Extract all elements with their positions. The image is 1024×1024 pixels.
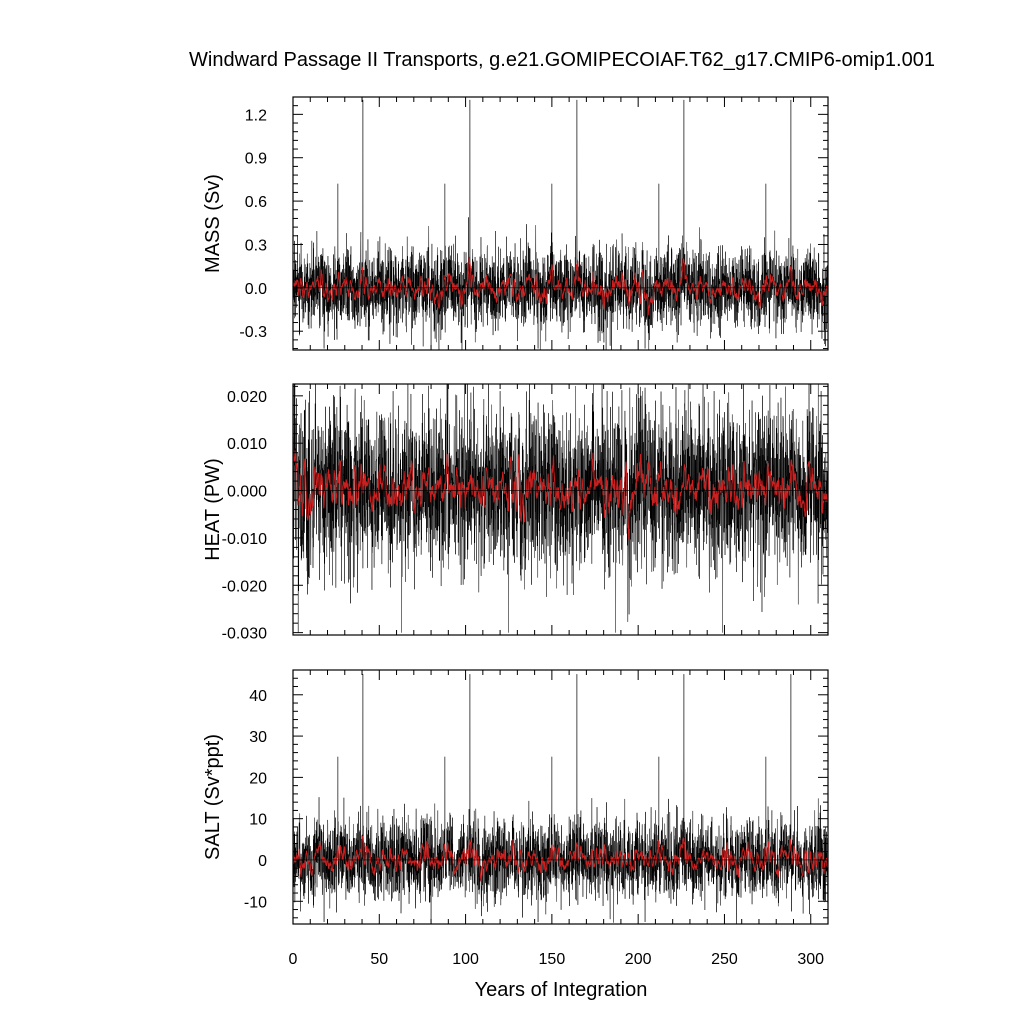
x-tick-label: 50 (370, 951, 388, 968)
y-tick-label-heat: 0.020 (227, 389, 267, 406)
panel-heat: -0.030 -0.020 -0.010 0.000 0.010 0.020 HEAT (P… (202, 383, 829, 643)
y-tick-label-heat: 0.010 (227, 436, 267, 453)
series-line-smoothed-mass (293, 256, 828, 316)
x-tick-label: 100 (452, 951, 479, 968)
y-axis-title-mass: MASS (Sv) (202, 174, 224, 273)
y-tick-label-heat: -0.020 (222, 578, 267, 595)
y-axis-title-heat: HEAT (PW) (202, 458, 224, 561)
y-tick-label-mass: -0.3 (239, 324, 267, 341)
y-tick-label-salt: 40 (249, 688, 267, 705)
y-tick-label-salt: 20 (249, 770, 267, 787)
y-tick-label-heat: 0.000 (227, 484, 267, 501)
y-tick-label-mass: 1.2 (245, 107, 267, 124)
x-tick-label: 0 (289, 951, 298, 968)
y-tick-label-mass: 0.0 (245, 281, 267, 298)
panel-mass: -0.3 0.0 0.3 0.6 0.9 1.2 MASS (Sv) (202, 96, 829, 351)
panels: -0.3 0.0 0.3 0.6 0.9 1.2 MASS (Sv) -0.030 -0.020… (202, 96, 829, 968)
x-axis-title: Years of Integration (475, 979, 648, 1001)
x-tick-label: 250 (711, 951, 738, 968)
series-line-smoothed-salt (293, 835, 828, 883)
x-tick-label: 150 (539, 951, 566, 968)
panel-salt: -10 0 10 20 30 40 SALT (Sv*ppt) 0 50 100 150 200 250… (202, 669, 829, 968)
y-tick-label-heat: -0.030 (222, 626, 267, 643)
chart-title: Windward Passage II Transports, g.e21.GO… (189, 49, 935, 71)
x-tick-label: 200 (625, 951, 652, 968)
y-tick-label-salt: -10 (244, 894, 267, 911)
series-line-smoothed-heat (293, 450, 828, 539)
y-tick-label-heat: -0.010 (222, 531, 267, 548)
y-tick-label-salt: 0 (258, 853, 267, 870)
y-axis-title-salt: SALT (Sv*ppt) (202, 734, 224, 860)
series-line-raw-salt (293, 674, 828, 924)
y-tick-label-mass: 0.9 (245, 151, 267, 168)
y-tick-label-salt: 30 (249, 729, 267, 746)
y-tick-label-mass: 0.6 (245, 194, 267, 211)
series-line-raw-heat (293, 384, 828, 633)
x-tick-label: 300 (797, 951, 824, 968)
y-tick-label-salt: 10 (249, 812, 267, 829)
plot-frame-salt (292, 669, 829, 925)
series-line-raw-mass (293, 99, 828, 350)
plot-frame-mass (292, 96, 829, 351)
y-tick-label-mass: 0.3 (245, 237, 267, 254)
